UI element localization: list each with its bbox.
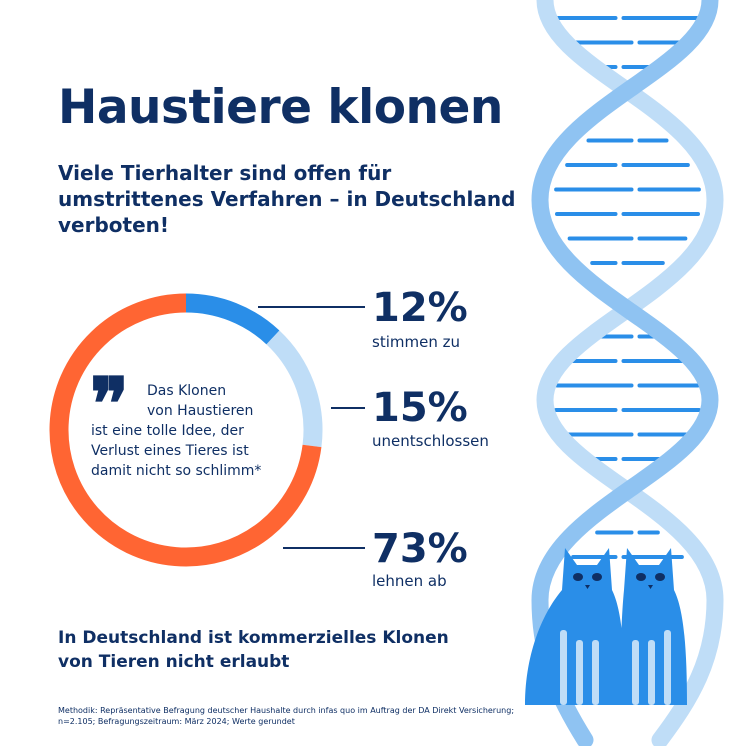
quote-text: Das Klonen von Haustieren ist eine tolle… (91, 381, 311, 481)
helix-strand-back (536, 0, 724, 746)
cat-icon (620, 548, 687, 705)
dna-rungs (554, 16, 701, 559)
donut-segment-undecided (266, 330, 323, 448)
quote-line: Das Klonen (147, 383, 227, 399)
helix-strand-front (531, 0, 719, 746)
methodology-note: Methodik: Repräsentative Befragung deuts… (58, 706, 515, 726)
quote-line: von Haustieren (147, 403, 254, 419)
leader-lines (258, 306, 365, 549)
quote-line: Verlust eines Tieres ist (91, 443, 249, 459)
page-title: Haustiere klonen (58, 80, 503, 135)
subtitle: Viele Tierhalter sind offen für umstritt… (58, 161, 516, 237)
value-label-undecided: 15% (372, 385, 468, 431)
quote-icon: ❞ (90, 361, 129, 446)
category-label-agree: stimmen zu (372, 333, 460, 351)
cat-icon (525, 548, 625, 705)
quote-line: ist eine tolle Idee, der (91, 423, 244, 439)
category-label-undecided: unentschlossen (372, 432, 489, 450)
quote-line: damit nicht so schlimm* (91, 463, 262, 479)
donut-segment-reject (49, 293, 322, 567)
donut-segment-agree (185, 293, 280, 345)
value-label-reject: 73% (372, 526, 468, 572)
value-label-agree: 12% (372, 285, 468, 331)
category-label-reject: lehnen ab (372, 572, 447, 590)
footnote-text: In Deutschland ist kommerzielles Klonen … (58, 628, 449, 672)
